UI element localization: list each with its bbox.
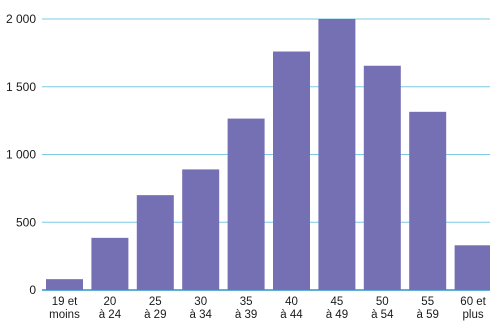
y-tick-label: 1 000	[6, 148, 36, 162]
bar	[227, 118, 265, 290]
y-tick-label: 1 500	[6, 80, 36, 94]
x-tick-label: 19 et moins	[49, 296, 80, 321]
bar	[409, 111, 447, 290]
bar	[363, 65, 401, 290]
y-tick-label: 2 000	[6, 12, 36, 26]
x-tick-labels: 19 et moins 20 à 24 25 à 29 30 à 34 35 à 39 40 à 44…	[49, 296, 487, 321]
x-tick-label: 50 à 54	[371, 296, 394, 321]
y-tick-label: 0	[29, 283, 36, 297]
y-tick-labels: 0 500 1 000 1 500 2 000	[6, 12, 36, 297]
bar	[454, 245, 490, 290]
x-tick-label: 45 à 49	[326, 296, 348, 321]
bars	[46, 19, 490, 290]
x-tick-label: 35 à 39	[235, 296, 257, 321]
bar	[182, 169, 220, 290]
x-tick-label: 60 et plus	[460, 296, 486, 321]
x-tick-label: 25 à 29	[144, 296, 166, 321]
bar	[46, 279, 83, 290]
x-tick-label: 55 à 59	[417, 296, 439, 321]
x-tick-label: 30 à 34	[190, 296, 213, 321]
bar	[318, 19, 356, 290]
bar	[136, 195, 174, 290]
bar	[273, 51, 310, 290]
x-tick-label: 20 à 24	[99, 296, 122, 321]
y-tick-label: 500	[16, 215, 36, 229]
bar	[91, 237, 129, 290]
x-tick-label: 40 à 44	[280, 296, 303, 321]
